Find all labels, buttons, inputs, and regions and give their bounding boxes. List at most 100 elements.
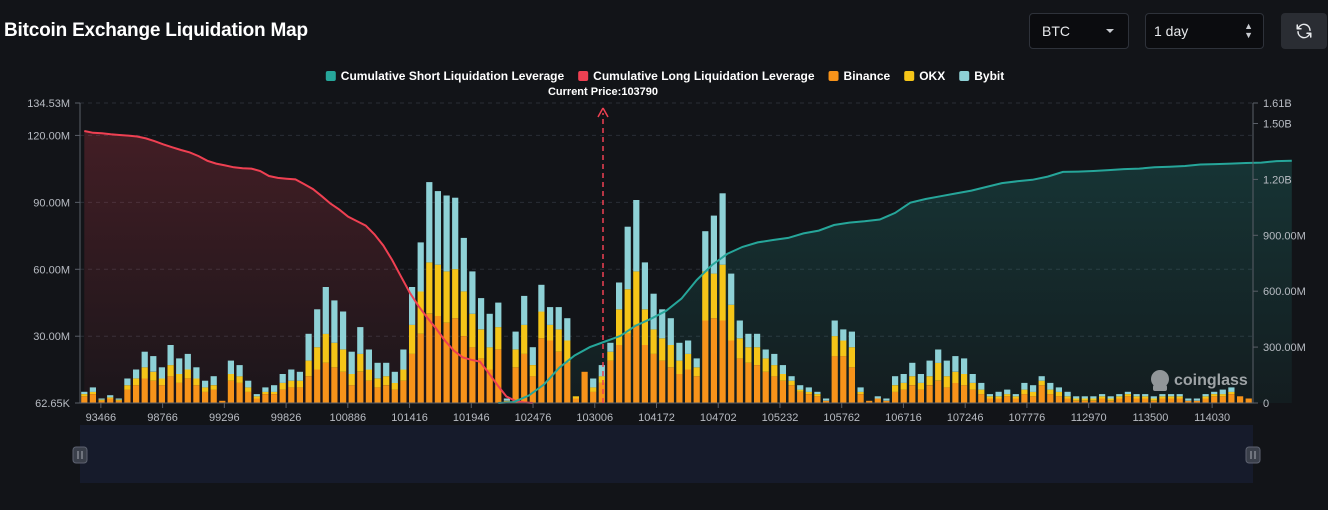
bybit-bar (236, 365, 243, 377)
okx-bar (633, 271, 640, 325)
bybit-bar (857, 387, 864, 392)
x-tick-label: 113500 (1132, 412, 1168, 424)
okx-bar (443, 271, 450, 323)
okx-bar (279, 382, 286, 390)
binance-bar (193, 385, 200, 403)
x-tick-label: 99826 (271, 412, 302, 424)
binance-bar (831, 356, 838, 403)
binance-bar (322, 362, 329, 403)
binance-bar (391, 389, 398, 403)
okx-bar (374, 378, 381, 388)
binance-bar (1055, 396, 1062, 403)
legend-item-cumShort: Cumulative Short Liquidation Leverage (325, 69, 564, 83)
x-tick-label: 107246 (947, 412, 984, 424)
okx-bar (1142, 396, 1149, 399)
okx-bar (607, 351, 614, 361)
okx-bar (322, 333, 329, 363)
bybit-bar (271, 385, 278, 392)
bybit-bar (1193, 398, 1200, 401)
okx-bar (978, 389, 985, 395)
current-price-label: Current Price:103790 (548, 86, 658, 98)
binance-bar (892, 391, 899, 403)
bybit-bar (262, 387, 269, 392)
range-slider-right-handle[interactable] (1245, 446, 1261, 464)
binance-bar (98, 400, 105, 403)
bybit-bar (823, 398, 830, 401)
left-tick-label: 62.65K (35, 398, 71, 410)
bybit-bar (685, 340, 692, 354)
bybit-bar (521, 295, 528, 325)
okx-bar (89, 391, 96, 394)
okx-bar (409, 324, 416, 354)
okx-bar (469, 313, 476, 348)
okx-bar (685, 353, 692, 370)
okx-bar (598, 376, 605, 383)
okx-bar (262, 391, 269, 394)
bybit-bar (840, 329, 847, 341)
x-tick-label: 105232 (762, 412, 799, 424)
okx-bar (288, 380, 295, 388)
binance-bar (202, 391, 209, 403)
binance-bar (848, 367, 855, 403)
okx-bar (1021, 389, 1028, 395)
range-slider-left-handle[interactable] (72, 446, 88, 464)
binance-bar (1047, 394, 1054, 403)
okx-bar (400, 369, 407, 381)
binance-bar (1004, 396, 1011, 403)
okx-bar (434, 264, 441, 316)
binance-bar (607, 360, 614, 403)
asset-select[interactable]: BTC (1029, 13, 1129, 49)
binance-bar (486, 369, 493, 403)
binance-bar (184, 378, 191, 403)
binance-bar (1116, 398, 1123, 403)
okx-bar (227, 374, 234, 381)
okx-bar (771, 365, 778, 377)
okx-bar (814, 394, 821, 397)
binance-bar (107, 398, 114, 403)
left-tick-label: 30.00M (33, 331, 70, 343)
x-tick-label: 100886 (329, 412, 366, 424)
bybit-bar (193, 367, 200, 379)
binance-bar (1107, 400, 1114, 403)
binance-bar (1237, 396, 1244, 403)
bybit-bar (227, 360, 234, 374)
binance-bar (1202, 398, 1209, 403)
bybit-bar (1159, 394, 1166, 397)
bybit-bar (745, 333, 752, 348)
okx-bar (702, 271, 709, 321)
binance-bar (512, 367, 519, 403)
okx-bar (797, 389, 804, 392)
bybit-bar (417, 242, 424, 292)
binance-bar (460, 336, 467, 403)
bybit-bar (115, 398, 122, 400)
bybit-bar (365, 349, 372, 370)
binance-bar (340, 371, 347, 403)
okx-bar (917, 382, 924, 390)
okx-bar (995, 396, 1002, 399)
x-tick-label: 107776 (1009, 412, 1046, 424)
binance-bar (1245, 398, 1252, 403)
okx-bar (107, 397, 114, 399)
okx-bar (1133, 396, 1140, 399)
bybit-bar (797, 385, 804, 390)
okx-bar (305, 360, 312, 377)
bybit-bar (710, 215, 717, 274)
okx-bar (659, 338, 666, 361)
bybit-bar (409, 287, 416, 325)
okx-bar (348, 374, 355, 386)
bybit-bar (296, 371, 303, 381)
period-select[interactable]: 1 day ▲ ▼ (1145, 13, 1264, 49)
bybit-bar (176, 358, 183, 374)
binance-bar (227, 380, 234, 403)
binance-bar (909, 385, 916, 403)
bybit-bar (184, 353, 191, 370)
binance-bar (857, 394, 864, 403)
binance-bar (245, 391, 252, 403)
okx-bar (1176, 396, 1183, 399)
binance-bar (1038, 385, 1045, 403)
coinglass-logo-base (1153, 385, 1167, 391)
refresh-button[interactable] (1281, 13, 1327, 49)
x-tick-label: 103006 (576, 412, 613, 424)
okx-bar (391, 382, 398, 390)
